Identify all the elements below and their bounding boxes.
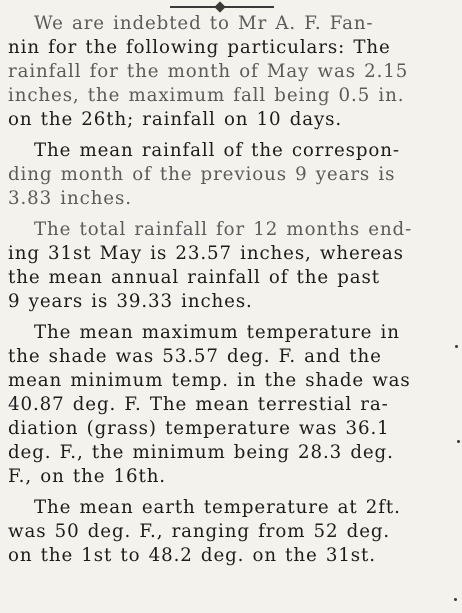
text-line: was 50 deg. F., ranging from 52 deg. (8, 521, 391, 542)
paragraph-total-rainfall: The total rainfall for 12 months end- in… (8, 218, 440, 314)
text-line: The mean earth temperature at 2ft. (34, 497, 401, 518)
text-line: The mean rainfall of the correspon- (34, 140, 400, 161)
text-line: ding month of the previous 9 years is (8, 164, 396, 185)
text-line: on the 1st to 48.2 deg. on the 31st. (8, 545, 376, 566)
text-line: The total rainfall for 12 months end- (34, 219, 413, 240)
ink-speck (454, 598, 457, 601)
text-line: diation (grass) temperature was 36.1 (8, 418, 390, 439)
text-line: on the 26th; rainfall on 10 days. (8, 109, 343, 130)
paragraph-temperature: The mean maximum temperature in the shad… (8, 321, 440, 489)
article-column: We are indebted to Mr A. F. Fan- nin for… (8, 12, 440, 568)
text-line: nin for the following particulars: The (8, 37, 391, 58)
text-line: 9 years is 39.33 inches. (8, 291, 253, 312)
text-line: the shade was 53.57 deg. F. and the (8, 346, 382, 367)
text-line: 40.87 deg. F. The mean terrestial ra- (8, 394, 389, 415)
text-line: the mean annual rainfall of the past (8, 267, 380, 288)
text-line: rainfall for the month of May was 2.15 (8, 61, 409, 82)
text-line: The mean maximum temperature in (34, 322, 400, 343)
text-line: ing 31st May is 23.57 inches, whereas (8, 243, 404, 264)
text-line: deg. F., the minimum being 28.3 deg. (8, 442, 394, 463)
adjacent-column-edge (448, 0, 462, 613)
paragraph-earth-temperature: The mean earth temperature at 2ft. was 5… (8, 496, 440, 568)
ink-speck (455, 345, 458, 348)
ink-speck (457, 440, 460, 443)
paragraph-mean-rainfall: The mean rainfall of the correspon- ding… (8, 139, 440, 211)
text-line: mean minimum temp. in the shade was (8, 370, 411, 391)
paragraph-rainfall-may: We are indebted to Mr A. F. Fan- nin for… (8, 12, 440, 132)
text-line: inches, the maximum fall being 0.5 in. (8, 85, 405, 106)
column-divider-rule (170, 6, 274, 8)
text-line: We are indebted to Mr A. F. Fan- (34, 13, 374, 34)
text-line: 3.83 inches. (8, 188, 132, 209)
text-line: F., on the 16th. (8, 466, 166, 487)
